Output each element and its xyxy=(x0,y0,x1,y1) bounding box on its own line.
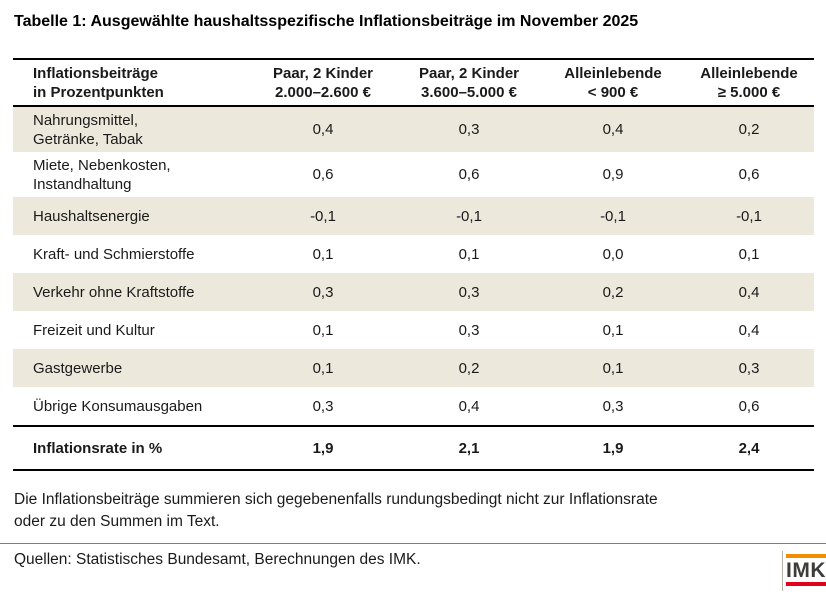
imk-logo-text: IMK xyxy=(786,559,826,582)
value-cell: 0,6 xyxy=(738,397,760,415)
value-cell: 0,3 xyxy=(458,121,480,138)
value-cell: 0,3 xyxy=(312,397,334,415)
value-cell: 0,2 xyxy=(458,359,480,377)
value-cell: 0,1 xyxy=(738,245,760,263)
footnote: Die Inflationsbeiträge summieren sich ge… xyxy=(14,489,658,533)
column-header-single-low: Alleinlebende < 900 € xyxy=(542,59,684,107)
imk-logo-bottom-bar xyxy=(786,582,826,586)
table-row: Haushaltsenergie -0,1 -0,1 -0,1 -0,1 xyxy=(13,197,814,235)
value-cell: 0,2 xyxy=(602,283,624,301)
value-cell: 0,9 xyxy=(602,166,624,183)
total-value-cell: 2,1 xyxy=(396,425,542,471)
inflation-table-container: Inflationsbeiträge in Prozentpunkten Paa… xyxy=(13,58,814,471)
column-header-line: in Prozentpunkten xyxy=(33,83,164,101)
value-cell: -0,1 xyxy=(600,207,626,225)
column-header-line: 3.600–5.000 € xyxy=(421,83,517,101)
source-line: Quellen: Statistisches Bundesamt, Berech… xyxy=(14,551,421,568)
total-value-cell: 1,9 xyxy=(542,425,684,471)
value-cell: 0,3 xyxy=(602,397,624,415)
column-header-rowlabel: Inflationsbeiträge in Prozentpunkten xyxy=(13,59,250,107)
value-cell: 0,3 xyxy=(738,359,760,377)
value-cell: 0,4 xyxy=(602,121,624,138)
value-cell: 0,2 xyxy=(738,121,760,138)
value-cell: 0,4 xyxy=(738,321,760,339)
column-header-line: ≥ 5.000 € xyxy=(717,83,781,101)
value-cell: 0,3 xyxy=(312,283,334,301)
row-label: Nahrungsmittel, Getränke, Tabak xyxy=(33,111,143,148)
table-header-row: Inflationsbeiträge in Prozentpunkten Paa… xyxy=(13,59,814,107)
value-cell: 0,1 xyxy=(312,359,334,377)
page-title: Tabelle 1: Ausgewählte haushaltsspezifis… xyxy=(14,13,639,30)
total-row: Inflationsrate in % 1,9 2,1 1,9 2,4 xyxy=(13,425,814,471)
table-row: Gastgewerbe 0,1 0,2 0,1 0,3 xyxy=(13,349,814,387)
value-cell: 0,3 xyxy=(458,321,480,339)
column-header-line: < 900 € xyxy=(587,83,639,101)
row-label: Freizeit und Kultur xyxy=(33,321,155,339)
value-cell: 0,1 xyxy=(312,321,334,339)
total-value-cell: 1,9 xyxy=(250,425,396,471)
footnote-line: Die Inflationsbeiträge summieren sich ge… xyxy=(14,491,658,508)
table-row: Freizeit und Kultur 0,1 0,3 0,1 0,4 xyxy=(13,311,814,349)
value-cell: 0,3 xyxy=(458,283,480,301)
column-header-couple-low: Paar, 2 Kinder 2.000–2.600 € xyxy=(250,59,396,107)
value-cell: 0,6 xyxy=(738,166,760,183)
imk-logo-left-border xyxy=(782,551,783,591)
table-row: Verkehr ohne Kraftstoffe 0,3 0,3 0,2 0,4 xyxy=(13,273,814,311)
row-label: Gastgewerbe xyxy=(33,359,123,377)
value-cell: 0,4 xyxy=(738,283,760,301)
row-label: Miete, Nebenkosten, Instandhaltung xyxy=(33,156,171,193)
value-cell: 0,1 xyxy=(602,359,624,377)
row-label: Kraft- und Schmierstoffe xyxy=(33,245,195,263)
total-value-cell: 2,4 xyxy=(684,425,814,471)
source-divider-line xyxy=(0,543,826,544)
value-cell: 0,4 xyxy=(458,397,480,415)
column-header-single-high: Alleinlebende ≥ 5.000 € xyxy=(684,59,814,107)
column-header-line: Alleinlebende xyxy=(700,64,798,82)
footnote-line: oder zu den Summen im Text. xyxy=(14,513,220,530)
value-cell: 0,1 xyxy=(312,245,334,263)
column-header-line: Paar, 2 Kinder xyxy=(418,64,520,82)
value-cell: -0,1 xyxy=(310,207,336,225)
value-cell: -0,1 xyxy=(456,207,482,225)
table-row: Miete, Nebenkosten, Instandhaltung 0,6 0,6 0… xyxy=(13,152,814,197)
value-cell: 0,4 xyxy=(312,121,334,138)
total-row-label: Inflationsrate in % xyxy=(13,425,250,471)
column-header-line: Alleinlebende xyxy=(564,64,662,82)
value-cell: -0,1 xyxy=(736,207,762,225)
imk-logo: IMK xyxy=(786,554,826,586)
column-header-line: Inflationsbeiträge xyxy=(33,64,159,82)
value-cell: 0,6 xyxy=(312,166,334,183)
row-label: Übrige Konsumausgaben xyxy=(33,397,203,415)
table-row: Nahrungsmittel, Getränke, Tabak 0,4 0,3 0,4 0… xyxy=(13,106,814,152)
table-body: Nahrungsmittel, Getränke, Tabak 0,4 0,3 0,4 0… xyxy=(13,106,814,426)
imk-logo-top-bar xyxy=(786,554,826,558)
table-row: Kraft- und Schmierstoffe 0,1 0,1 0,0 0,1 xyxy=(13,235,814,273)
table-row: Übrige Konsumausgaben 0,3 0,4 0,3 0,6 xyxy=(13,387,814,426)
value-cell: 0,6 xyxy=(458,166,480,183)
column-header-line: Paar, 2 Kinder xyxy=(272,64,374,82)
column-header-line: 2.000–2.600 € xyxy=(275,83,371,101)
row-label: Haushaltsenergie xyxy=(33,207,150,225)
row-label: Verkehr ohne Kraftstoffe xyxy=(33,283,195,301)
value-cell: 0,0 xyxy=(602,245,624,263)
value-cell: 0,1 xyxy=(458,245,480,263)
inflation-table: Inflationsbeiträge in Prozentpunkten Paa… xyxy=(13,58,814,471)
value-cell: 0,1 xyxy=(602,321,624,339)
column-header-couple-high: Paar, 2 Kinder 3.600–5.000 € xyxy=(396,59,542,107)
